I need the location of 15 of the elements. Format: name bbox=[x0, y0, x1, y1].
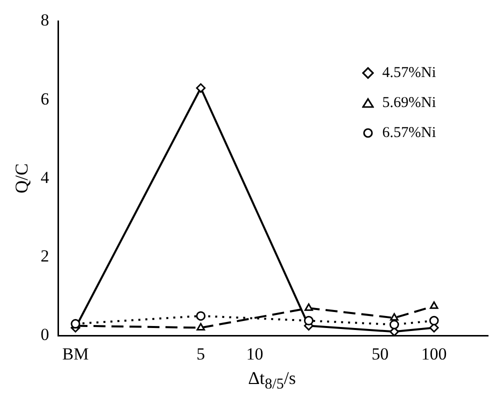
y-tick-label: 6 bbox=[40, 89, 50, 108]
x-tick-label: 100 bbox=[421, 344, 447, 364]
x-tick-label: 10 bbox=[246, 344, 264, 364]
legend-label: 4.57%Ni bbox=[382, 64, 436, 83]
y-tick-label: 0 bbox=[40, 325, 50, 344]
x-tick-label: 50 bbox=[372, 344, 389, 364]
x-tick-label: 5 bbox=[196, 344, 206, 364]
legend-label: 5.69%Ni bbox=[382, 94, 436, 113]
y-tick-label: 8 bbox=[40, 10, 50, 30]
legend-label: 6.57%Ni bbox=[382, 124, 436, 143]
x-axis-title: Δt$_{8/5}$/s bbox=[247, 368, 297, 394]
y-tick-label: 2 bbox=[40, 246, 50, 266]
y-axis-title: Q/C bbox=[12, 163, 32, 194]
y-tick-label: 4 bbox=[40, 168, 50, 187]
x-tick-label: BM bbox=[62, 344, 89, 364]
